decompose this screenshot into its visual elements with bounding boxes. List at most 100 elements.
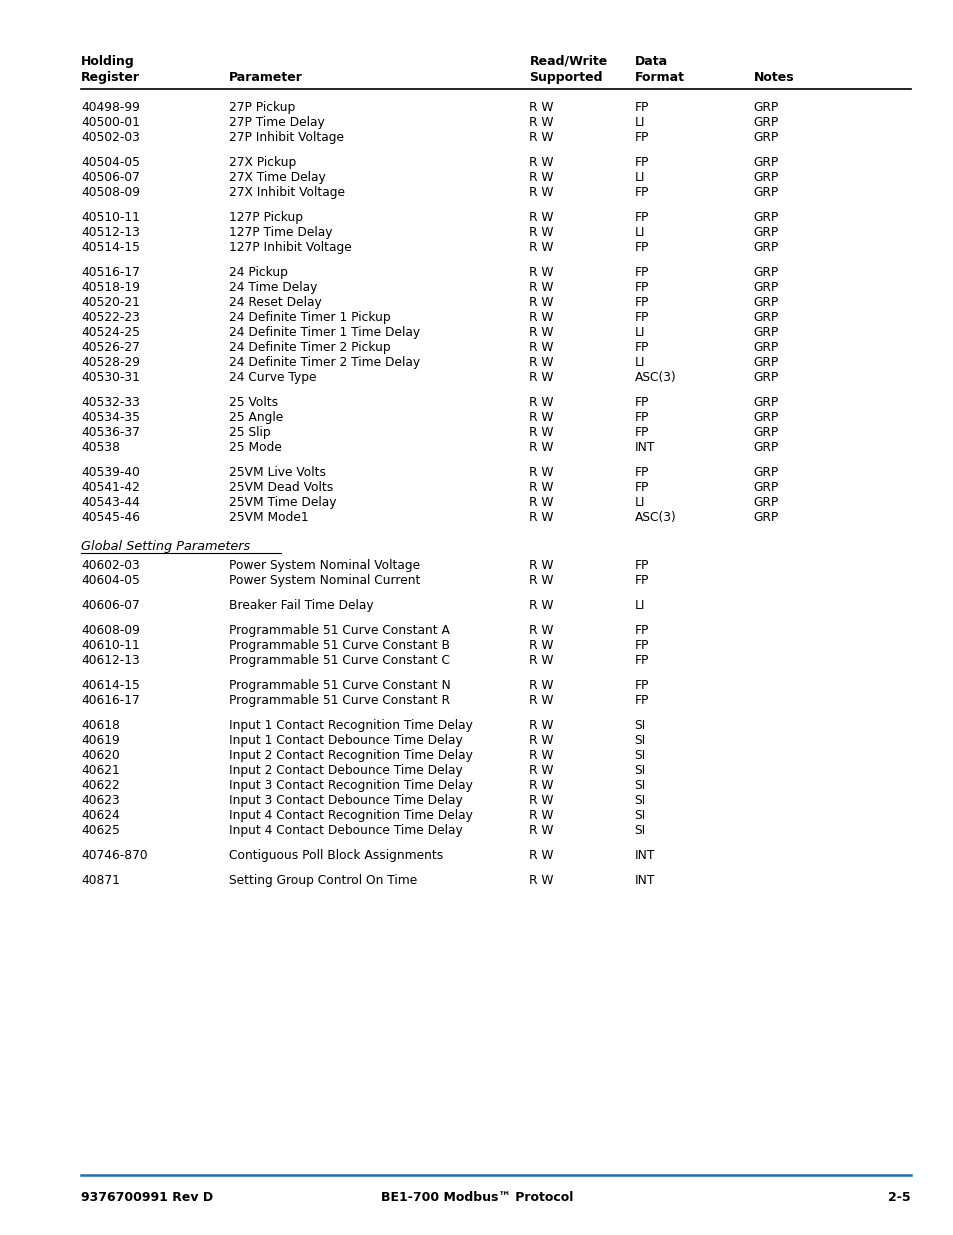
Text: FP: FP	[634, 638, 648, 652]
Text: FP: FP	[634, 282, 648, 294]
Text: ASC(3): ASC(3)	[634, 511, 676, 524]
Text: R W: R W	[529, 282, 554, 294]
Text: Programmable 51 Curve Constant A: Programmable 51 Curve Constant A	[229, 624, 450, 637]
Text: SI: SI	[634, 719, 645, 732]
Text: R W: R W	[529, 824, 554, 837]
Text: R W: R W	[529, 638, 554, 652]
Text: Programmable 51 Curve Constant C: Programmable 51 Curve Constant C	[229, 655, 450, 667]
Text: Input 2 Contact Recognition Time Delay: Input 2 Contact Recognition Time Delay	[229, 748, 473, 762]
Text: 25 Volts: 25 Volts	[229, 396, 277, 409]
Text: GRP: GRP	[753, 170, 778, 184]
Text: R W: R W	[529, 156, 554, 169]
Text: 40538: 40538	[81, 441, 120, 454]
Text: GRP: GRP	[753, 156, 778, 169]
Text: Read/Write: Read/Write	[529, 56, 607, 68]
Text: Programmable 51 Curve Constant R: Programmable 51 Curve Constant R	[229, 694, 450, 706]
Text: Input 1 Contact Recognition Time Delay: Input 1 Contact Recognition Time Delay	[229, 719, 473, 732]
Text: 2-5: 2-5	[887, 1191, 910, 1204]
Text: GRP: GRP	[753, 311, 778, 324]
Text: R W: R W	[529, 874, 554, 887]
Text: GRP: GRP	[753, 441, 778, 454]
Text: 40520-21: 40520-21	[81, 296, 140, 309]
Text: R W: R W	[529, 466, 554, 479]
Text: Input 3 Contact Recognition Time Delay: Input 3 Contact Recognition Time Delay	[229, 779, 473, 792]
Text: R W: R W	[529, 241, 554, 254]
Text: R W: R W	[529, 396, 554, 409]
Text: 40610-11: 40610-11	[81, 638, 140, 652]
Text: Register: Register	[81, 70, 140, 84]
Text: 40508-09: 40508-09	[81, 186, 140, 199]
Text: FP: FP	[634, 186, 648, 199]
Text: 40608-09: 40608-09	[81, 624, 140, 637]
Text: R W: R W	[529, 326, 554, 338]
Text: GRP: GRP	[753, 296, 778, 309]
Text: 40746-870: 40746-870	[81, 848, 148, 862]
Text: LI: LI	[634, 496, 644, 509]
Text: R W: R W	[529, 848, 554, 862]
Text: GRP: GRP	[753, 411, 778, 424]
Text: 40612-13: 40612-13	[81, 655, 140, 667]
Text: R W: R W	[529, 574, 554, 587]
Text: GRP: GRP	[753, 326, 778, 338]
Text: GRP: GRP	[753, 186, 778, 199]
Text: 25 Slip: 25 Slip	[229, 426, 271, 438]
Text: LI: LI	[634, 326, 644, 338]
Text: R W: R W	[529, 211, 554, 224]
Text: FP: FP	[634, 131, 648, 144]
Text: 24 Time Delay: 24 Time Delay	[229, 282, 317, 294]
Text: Setting Group Control On Time: Setting Group Control On Time	[229, 874, 416, 887]
Text: FP: FP	[634, 311, 648, 324]
Text: 40524-25: 40524-25	[81, 326, 140, 338]
Text: 40541-42: 40541-42	[81, 480, 140, 494]
Text: 24 Definite Timer 1 Pickup: 24 Definite Timer 1 Pickup	[229, 311, 390, 324]
Text: 40625: 40625	[81, 824, 120, 837]
Text: Input 4 Contact Debounce Time Delay: Input 4 Contact Debounce Time Delay	[229, 824, 462, 837]
Text: R W: R W	[529, 186, 554, 199]
Text: 40514-15: 40514-15	[81, 241, 140, 254]
Text: SI: SI	[634, 824, 645, 837]
Text: 40532-33: 40532-33	[81, 396, 140, 409]
Text: 40624: 40624	[81, 809, 120, 823]
Text: R W: R W	[529, 226, 554, 240]
Text: 40614-15: 40614-15	[81, 679, 140, 692]
Text: GRP: GRP	[753, 370, 778, 384]
Text: 40498-99: 40498-99	[81, 101, 140, 114]
Text: 27X Pickup: 27X Pickup	[229, 156, 295, 169]
Text: FP: FP	[634, 211, 648, 224]
Text: 40504-05: 40504-05	[81, 156, 140, 169]
Text: GRP: GRP	[753, 282, 778, 294]
Text: Breaker Fail Time Delay: Breaker Fail Time Delay	[229, 599, 374, 613]
Text: Input 1 Contact Debounce Time Delay: Input 1 Contact Debounce Time Delay	[229, 734, 462, 747]
Text: 40512-13: 40512-13	[81, 226, 140, 240]
Text: FP: FP	[634, 341, 648, 354]
Text: 24 Curve Type: 24 Curve Type	[229, 370, 316, 384]
Text: 40619: 40619	[81, 734, 120, 747]
Text: FP: FP	[634, 655, 648, 667]
Text: FP: FP	[634, 574, 648, 587]
Text: BE1-700 Modbus™ Protocol: BE1-700 Modbus™ Protocol	[380, 1191, 573, 1204]
Text: 27P Pickup: 27P Pickup	[229, 101, 294, 114]
Text: 40534-35: 40534-35	[81, 411, 140, 424]
Text: GRP: GRP	[753, 496, 778, 509]
Text: 25 Mode: 25 Mode	[229, 441, 281, 454]
Text: SI: SI	[634, 764, 645, 777]
Text: Input 3 Contact Debounce Time Delay: Input 3 Contact Debounce Time Delay	[229, 794, 462, 806]
Text: LI: LI	[634, 599, 644, 613]
Text: FP: FP	[634, 241, 648, 254]
Text: 40510-11: 40510-11	[81, 211, 140, 224]
Text: 40543-44: 40543-44	[81, 496, 140, 509]
Text: 40602-03: 40602-03	[81, 559, 140, 572]
Text: 24 Definite Timer 2 Time Delay: 24 Definite Timer 2 Time Delay	[229, 356, 419, 369]
Text: 25VM Time Delay: 25VM Time Delay	[229, 496, 336, 509]
Text: 25VM Mode1: 25VM Mode1	[229, 511, 308, 524]
Text: R W: R W	[529, 170, 554, 184]
Text: 127P Pickup: 127P Pickup	[229, 211, 303, 224]
Text: 40621: 40621	[81, 764, 120, 777]
Text: 24 Definite Timer 1 Time Delay: 24 Definite Timer 1 Time Delay	[229, 326, 419, 338]
Text: 127P Inhibit Voltage: 127P Inhibit Voltage	[229, 241, 352, 254]
Text: 24 Reset Delay: 24 Reset Delay	[229, 296, 321, 309]
Text: 24 Definite Timer 2 Pickup: 24 Definite Timer 2 Pickup	[229, 341, 390, 354]
Text: Notes: Notes	[753, 70, 794, 84]
Text: 40530-31: 40530-31	[81, 370, 140, 384]
Text: R W: R W	[529, 101, 554, 114]
